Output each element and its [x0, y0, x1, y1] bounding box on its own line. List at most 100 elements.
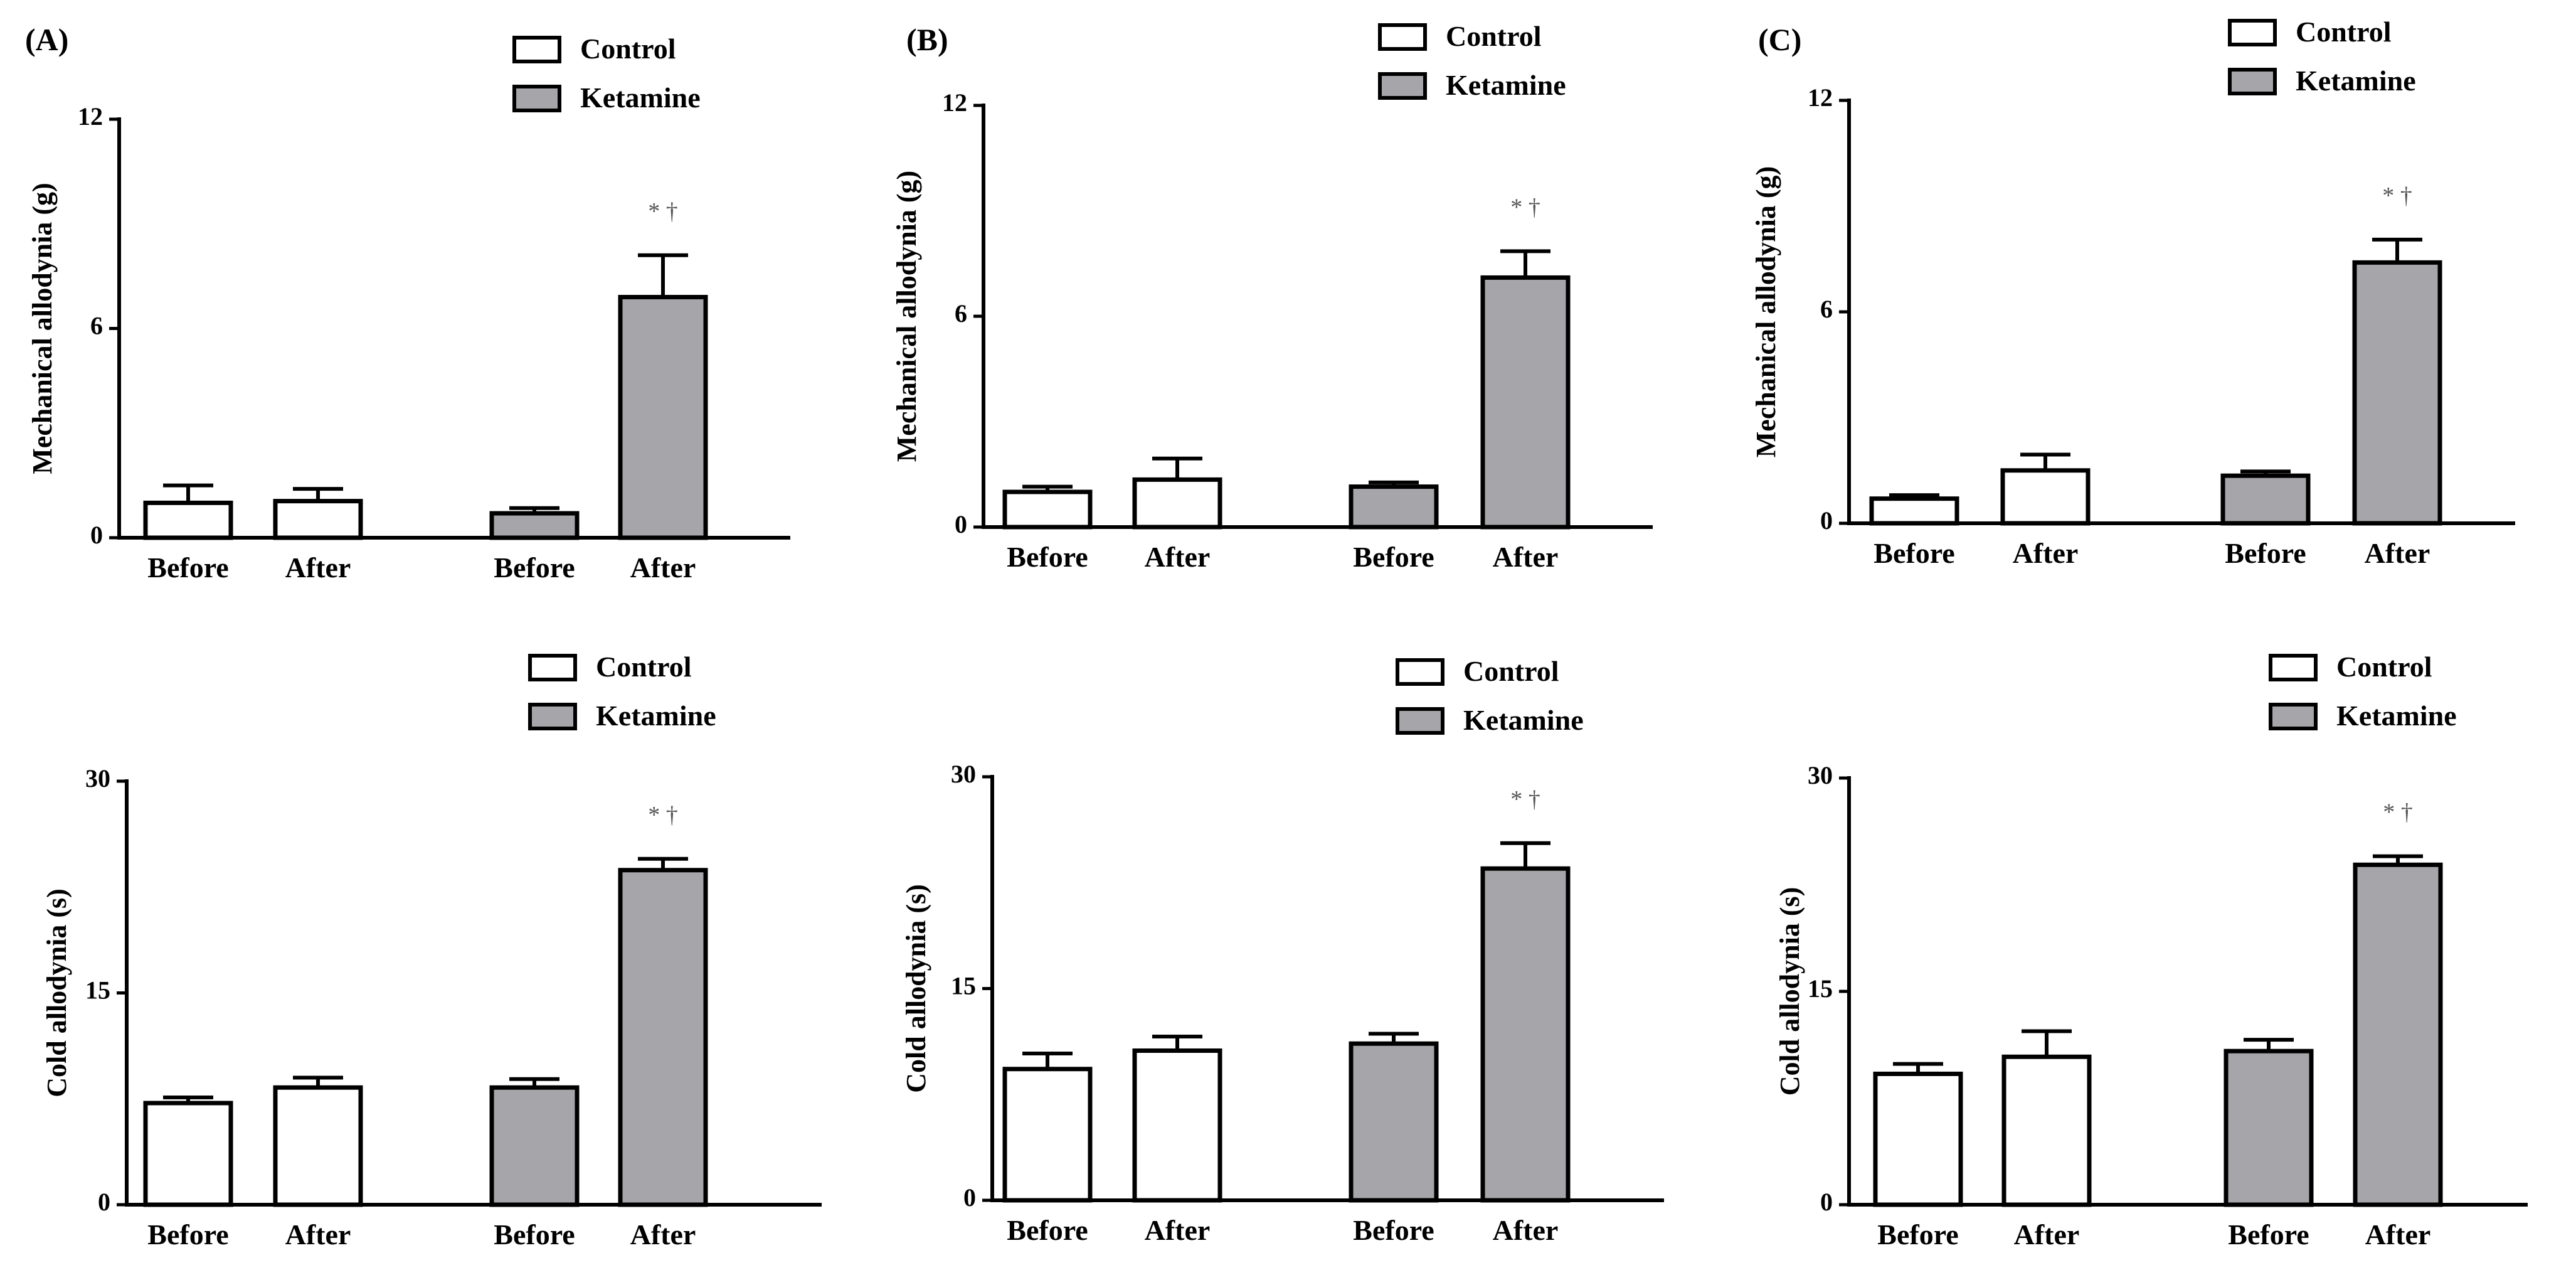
x-tick-label: After — [1145, 541, 1211, 573]
legend: Control Ketamine — [2269, 651, 2457, 732]
y-axis-label: Mechanical allodynia (g) — [27, 183, 58, 474]
legend-swatch-control — [512, 36, 561, 63]
chart-panel-A-top: (A) Mechanical allodynia (g) 0 6 12 Before Aft… — [25, 22, 790, 584]
chart-panel-B-top: (B) Mechanical allodynia (g) 0 6 12 Before Aft… — [891, 20, 1653, 573]
y-tick-label: 0 — [1820, 506, 1833, 535]
x-tick-label: Before — [1353, 541, 1434, 573]
significance-annotation: * † — [1510, 194, 1540, 220]
legend: Control Ketamine — [2228, 16, 2416, 97]
bar-ketamine-after — [618, 868, 708, 1207]
legend: Control Ketamine — [528, 651, 716, 732]
y-axis-label: Cold allodynia (s) — [901, 884, 931, 1093]
legend-label-control: Control — [580, 33, 676, 65]
bar-control-after — [1132, 477, 1222, 530]
bar-ketamine-after — [618, 294, 708, 540]
legend-label-control: Control — [2296, 16, 2392, 48]
y-axis-label: Mechanical allodynia (g) — [891, 171, 922, 462]
x-tick-label: Before — [494, 552, 575, 584]
legend-swatch-control — [2228, 19, 2277, 46]
legend-label-ketamine: Ketamine — [1463, 704, 1584, 736]
significance-annotation: * † — [648, 198, 678, 225]
significance-annotation: * † — [648, 802, 678, 828]
bar-ketamine-before — [2224, 1048, 2314, 1207]
legend-label-ketamine: Ketamine — [580, 82, 701, 114]
y-axis-label: Mechanical allodynia (g) — [1751, 166, 1781, 457]
panel-label: (A) — [25, 22, 68, 57]
x-tick-label: Before — [2225, 537, 2306, 569]
bar-control-after — [273, 1085, 363, 1207]
x-tick-label: Before — [1007, 541, 1088, 573]
y-tick-label: 0 — [90, 521, 103, 549]
y-tick-label: 15 — [1808, 974, 1833, 1003]
x-tick-label: Before — [147, 552, 228, 584]
bar-control-before — [1873, 1071, 1963, 1207]
bar-control-after — [273, 499, 363, 540]
bar-ketamine-after — [2352, 260, 2442, 526]
legend: Control Ketamine — [512, 33, 701, 114]
chart-panel-A-bottom: Cold allodynia (s) 0 15 30 Before After Before… — [41, 651, 822, 1251]
x-tick-label: Before — [494, 1219, 575, 1251]
x-tick-label: Before — [147, 1219, 228, 1251]
legend: Control Ketamine — [1396, 655, 1584, 736]
x-tick-label: After — [2014, 1219, 2080, 1251]
x-tick-label: After — [630, 1219, 696, 1251]
y-tick-label: 30 — [951, 760, 976, 788]
x-tick-label: After — [1493, 541, 1559, 573]
panel-label: (C) — [1758, 22, 1801, 57]
bar-ketamine-after — [1480, 275, 1571, 530]
bar-ketamine-after — [1480, 866, 1571, 1203]
bar-control-after — [2001, 1054, 2092, 1207]
legend-swatch-control — [1378, 23, 1427, 51]
legend-label-control: Control — [1446, 20, 1542, 52]
x-tick-label: After — [2013, 537, 2079, 569]
y-tick-label: 0 — [1820, 1188, 1833, 1216]
y-tick-label: 30 — [1808, 761, 1833, 789]
x-tick-label: Before — [1353, 1214, 1434, 1246]
legend-swatch-ketamine — [1378, 72, 1427, 100]
legend-swatch-control — [1396, 658, 1444, 686]
x-tick-label: Before — [2228, 1219, 2309, 1251]
y-tick-label: 15 — [951, 972, 976, 1000]
x-tick-label: After — [2365, 537, 2430, 569]
x-tick-label: After — [285, 552, 351, 584]
chart-panel-C-top: (C) Mechanical allodynia (g) 0 6 12 Before Aft… — [1751, 16, 2515, 569]
bar-ketamine-before — [1349, 484, 1439, 530]
y-tick-label: 0 — [963, 1183, 976, 1212]
bar-control-before — [1002, 489, 1093, 530]
y-tick-label: 6 — [1820, 295, 1833, 323]
y-tick-label: 12 — [1808, 83, 1833, 112]
y-tick-label: 0 — [955, 510, 967, 538]
legend-label-ketamine: Ketamine — [2336, 700, 2457, 732]
x-tick-label: After — [630, 552, 696, 584]
x-tick-label: Before — [1874, 537, 1954, 569]
y-tick-label: 12 — [942, 88, 967, 117]
bar-ketamine-before — [489, 511, 580, 540]
chart-panel-C-bottom: Cold allodynia (s) 0 15 30 Before After Before… — [1774, 651, 2528, 1251]
x-tick-label: Before — [1007, 1214, 1088, 1246]
y-tick-label: 30 — [85, 764, 110, 792]
x-tick-label: After — [2365, 1219, 2431, 1251]
legend-swatch-ketamine — [512, 85, 561, 112]
legend-swatch-ketamine — [1396, 707, 1444, 735]
bar-control-before — [1002, 1067, 1093, 1203]
legend-swatch-control — [528, 654, 577, 681]
significance-annotation: * † — [2383, 799, 2413, 826]
significance-annotation: * † — [1510, 786, 1540, 813]
bar-ketamine-before — [1349, 1041, 1439, 1203]
x-tick-label: After — [1493, 1214, 1559, 1246]
panel-label: (B) — [906, 22, 948, 57]
legend-label-control: Control — [596, 651, 692, 683]
y-tick-label: 0 — [98, 1188, 110, 1216]
bar-control-after — [2000, 468, 2091, 526]
legend-label-ketamine: Ketamine — [596, 700, 716, 732]
y-tick-label: 12 — [78, 102, 103, 131]
legend-swatch-ketamine — [528, 703, 577, 730]
chart-panel-B-bottom: Cold allodynia (s) 0 15 30 Before After Before… — [901, 655, 1664, 1246]
legend-swatch-ketamine — [2269, 703, 2318, 730]
y-tick-label: 15 — [85, 976, 110, 1005]
legend: Control Ketamine — [1378, 20, 1566, 101]
y-tick-label: 6 — [90, 312, 103, 340]
bar-control-before — [143, 1101, 233, 1207]
significance-annotation: * † — [2382, 183, 2412, 209]
